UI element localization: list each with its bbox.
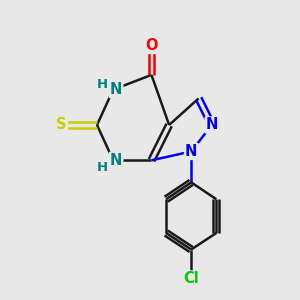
- Text: H: H: [96, 161, 108, 174]
- Text: H: H: [96, 78, 108, 91]
- Text: Cl: Cl: [183, 272, 199, 286]
- Text: O: O: [145, 38, 158, 53]
- Text: N: N: [185, 144, 197, 159]
- Text: N: N: [110, 82, 122, 97]
- Text: S: S: [56, 118, 67, 133]
- Text: N: N: [206, 118, 218, 133]
- Text: N: N: [110, 153, 122, 168]
